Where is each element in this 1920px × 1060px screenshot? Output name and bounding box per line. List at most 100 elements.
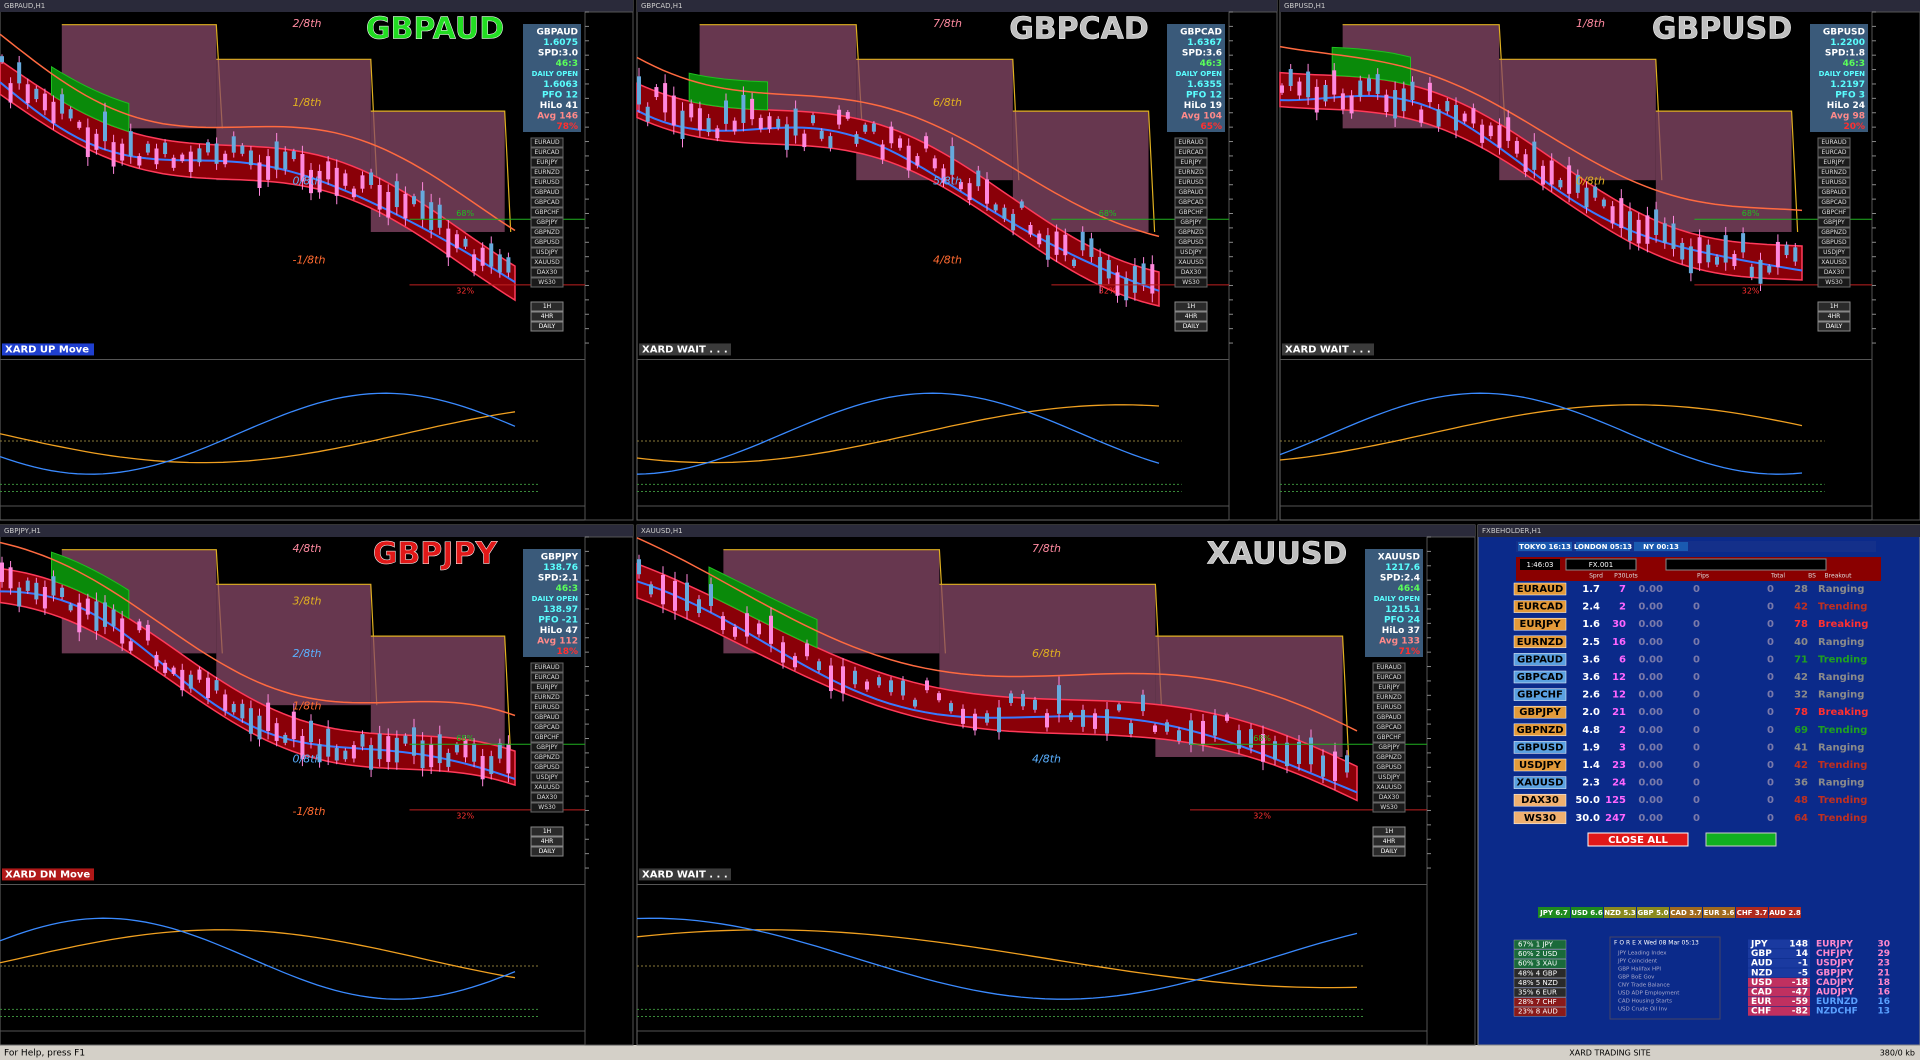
symbol-badge[interactable] <box>1513 705 1567 719</box>
symbol-button[interactable] <box>1372 752 1406 763</box>
symbol-button-label[interactable]: GBPCAD <box>1178 199 1204 206</box>
symbol-button-label[interactable]: EURNZD <box>1821 169 1847 176</box>
symbol-button-label[interactable]: USDJPY <box>1823 249 1845 256</box>
symbol-button[interactable] <box>1174 257 1208 268</box>
symbol-button-label[interactable]: GBPCHF <box>1377 734 1402 741</box>
timeframe-button[interactable] <box>1174 321 1208 332</box>
symbol-button[interactable] <box>1817 137 1851 148</box>
symbol-button-label[interactable]: GBPNZD <box>1376 754 1402 761</box>
timeframe-button-label[interactable]: DAILY <box>1381 848 1398 855</box>
symbol-button-label[interactable]: GBPCAD <box>534 199 560 206</box>
timeframe-button[interactable] <box>1372 826 1406 837</box>
symbol-button-label[interactable]: EURNZD <box>534 694 560 701</box>
symbol-button[interactable] <box>530 137 564 148</box>
timeframe-button[interactable] <box>530 836 564 847</box>
symbol-button[interactable] <box>1817 267 1851 278</box>
symbol-button[interactable] <box>530 692 564 703</box>
symbol-button[interactable] <box>1174 197 1208 208</box>
symbol-button-label[interactable]: EURCAD <box>1179 149 1204 156</box>
symbol-button[interactable] <box>1817 167 1851 178</box>
symbol-button-label[interactable]: DAX30 <box>537 269 558 276</box>
symbol-button-label[interactable]: XAUUSD <box>1376 784 1402 791</box>
timeframe-button-label[interactable]: DAILY <box>1826 323 1843 330</box>
symbol-button-label[interactable]: GBPCHF <box>1179 209 1204 216</box>
symbol-badge[interactable] <box>1513 653 1567 666</box>
symbol-badge[interactable] <box>1513 793 1567 807</box>
symbol-button[interactable] <box>1817 257 1851 268</box>
symbol-button[interactable] <box>1174 167 1208 178</box>
symbol-button[interactable] <box>1174 247 1208 258</box>
timeframe-button-label[interactable]: 1H <box>1830 303 1838 310</box>
symbol-button[interactable] <box>530 247 564 258</box>
symbol-button[interactable] <box>530 167 564 178</box>
symbol-button-label[interactable]: EURAUD <box>1821 139 1847 146</box>
symbol-button-label[interactable]: WS30 <box>1182 279 1200 286</box>
symbol-button[interactable] <box>530 762 564 773</box>
symbol-button[interactable] <box>530 227 564 238</box>
symbol-button-label[interactable]: GBPAUD <box>1376 714 1401 721</box>
close-all-button[interactable] <box>1587 832 1689 847</box>
symbol-badge[interactable] <box>1513 723 1567 737</box>
symbol-button[interactable] <box>530 147 564 158</box>
row-symbol[interactable]: EURNZD <box>1517 637 1564 648</box>
symbol-button-label[interactable]: EURJPY <box>1378 684 1400 691</box>
symbol-badge[interactable] <box>1513 758 1567 772</box>
symbol-button[interactable] <box>530 187 564 198</box>
symbol-button-label[interactable]: GBPUSD <box>1376 764 1402 771</box>
symbol-button[interactable] <box>1372 762 1406 773</box>
close-all-label[interactable]: CLOSE ALL <box>1608 835 1668 846</box>
row-symbol[interactable]: GBPNZD <box>1516 725 1563 736</box>
symbol-button-label[interactable]: GBPAUD <box>1821 189 1846 196</box>
symbol-badge[interactable] <box>1513 582 1567 596</box>
symbol-button[interactable] <box>1817 277 1851 288</box>
symbol-button-label[interactable]: XAUUSD <box>534 259 560 266</box>
timeframe-button[interactable] <box>530 321 564 332</box>
row-symbol[interactable]: GBPAUD <box>1517 654 1563 665</box>
symbol-button[interactable] <box>1372 742 1406 753</box>
symbol-button[interactable] <box>1174 237 1208 248</box>
symbol-badge[interactable] <box>1513 741 1567 754</box>
symbol-button-label[interactable]: GBPUSD <box>534 239 560 246</box>
row-symbol[interactable]: USDJPY <box>1519 760 1562 771</box>
row-symbol[interactable]: GBPCHF <box>1517 690 1563 701</box>
symbol-button[interactable] <box>530 732 564 743</box>
symbol-button-label[interactable]: EURAUD <box>534 139 560 146</box>
symbol-button-label[interactable]: GBPUSD <box>1178 239 1204 246</box>
symbol-button[interactable] <box>1372 682 1406 693</box>
symbol-button[interactable] <box>1372 712 1406 723</box>
symbol-button-label[interactable]: USDJPY <box>536 249 558 256</box>
timeframe-button-label[interactable]: 1H <box>543 303 551 310</box>
symbol-button[interactable] <box>530 742 564 753</box>
symbol-button-label[interactable]: GBPAUD <box>534 189 559 196</box>
symbol-button-label[interactable]: XAUUSD <box>1821 259 1847 266</box>
symbol-button[interactable] <box>1817 197 1851 208</box>
symbol-badge[interactable] <box>1513 617 1567 631</box>
symbol-button-label[interactable]: GBPUSD <box>534 764 560 771</box>
symbol-button-label[interactable]: GBPUSD <box>1821 239 1847 246</box>
symbol-button-label[interactable]: WS30 <box>1380 804 1398 811</box>
symbol-button-label[interactable]: EURJPY <box>536 684 558 691</box>
symbol-button-label[interactable]: EURJPY <box>1823 159 1845 166</box>
symbol-badge[interactable] <box>1513 811 1567 825</box>
symbol-button[interactable] <box>1174 207 1208 218</box>
timeframe-button[interactable] <box>1372 836 1406 847</box>
symbol-button[interactable] <box>1817 247 1851 258</box>
symbol-button[interactable] <box>1174 277 1208 288</box>
timeframe-button-label[interactable]: 4HR <box>1828 313 1841 320</box>
symbol-button[interactable] <box>1817 227 1851 238</box>
symbol-button-label[interactable]: EURNZD <box>1376 694 1402 701</box>
symbol-button[interactable] <box>530 722 564 733</box>
timeframe-button-label[interactable]: 1H <box>543 828 551 835</box>
symbol-badge[interactable] <box>1513 688 1567 701</box>
symbol-button[interactable] <box>530 702 564 713</box>
symbol-button[interactable] <box>1174 177 1208 188</box>
symbol-button[interactable] <box>1817 147 1851 158</box>
symbol-button[interactable] <box>1372 672 1406 683</box>
symbol-button-label[interactable]: WS30 <box>538 279 556 286</box>
symbol-button-label[interactable]: GBPNZD <box>1178 229 1204 236</box>
symbol-button-label[interactable]: GBPCAD <box>1821 199 1847 206</box>
row-symbol[interactable]: XAUUSD <box>1517 778 1564 789</box>
symbol-button[interactable] <box>1817 217 1851 228</box>
symbol-button-label[interactable]: WS30 <box>538 804 556 811</box>
symbol-button[interactable] <box>1372 692 1406 703</box>
